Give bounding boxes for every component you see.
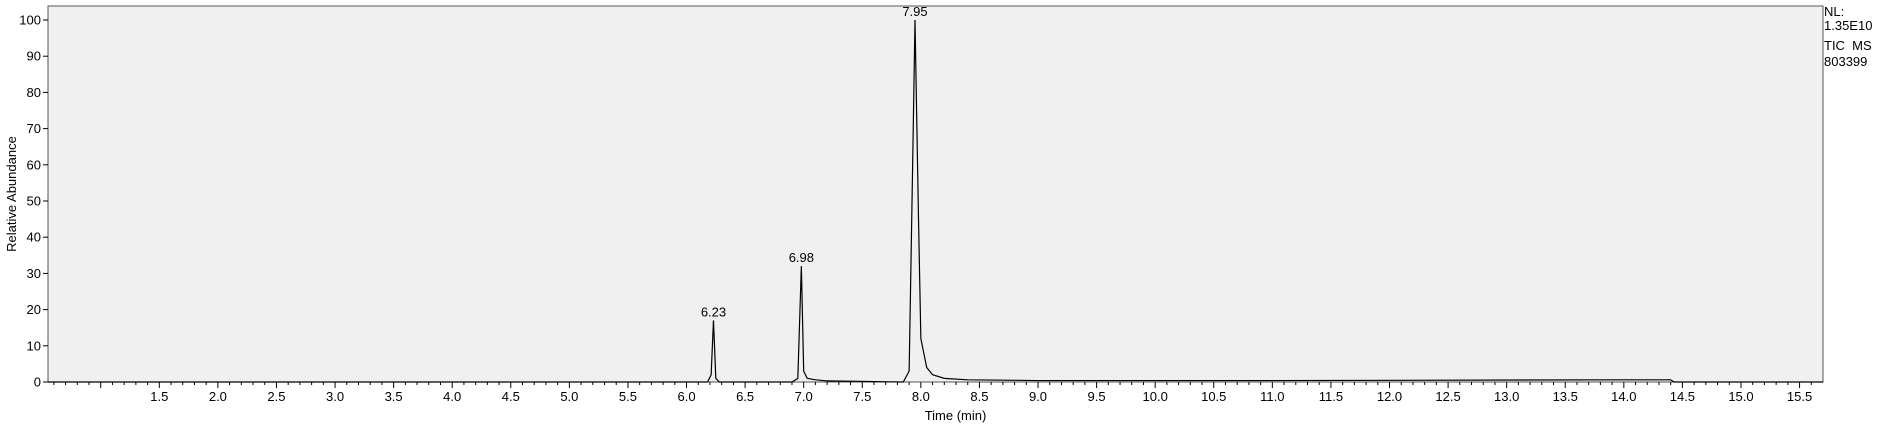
nl-value: 1.35E10 <box>1824 18 1872 33</box>
x-tick-label: 6.0 <box>677 389 695 404</box>
x-tick-label: 1.5 <box>150 389 168 404</box>
x-tick-label: 10.0 <box>1143 389 1168 404</box>
scan-type: TIC MS <box>1824 38 1872 53</box>
y-tick-label: 0 <box>34 375 41 390</box>
y-tick-label: 40 <box>27 230 41 245</box>
x-tick-label: 4.0 <box>443 389 461 404</box>
y-tick-label: 30 <box>27 266 41 281</box>
y-tick-label: 70 <box>27 121 41 136</box>
x-axis-title: Time (min) <box>925 408 987 423</box>
plot-area <box>47 5 1824 383</box>
sample-id: 803399 <box>1824 54 1867 69</box>
x-tick-label: 9.0 <box>1029 389 1047 404</box>
x-tick-label: 11.0 <box>1260 389 1284 404</box>
x-tick-label: 2.0 <box>209 389 227 404</box>
y-tick-label: 100 <box>19 13 41 28</box>
peak-label: 7.95 <box>902 4 927 19</box>
peak-labels: 6.23 6.98 7.95 <box>701 4 928 319</box>
x-tick-label: 13.0 <box>1494 389 1519 404</box>
x-tick-label: 9.5 <box>1088 389 1106 404</box>
x-tick-label: 3.0 <box>326 389 344 404</box>
y-axis-title: Relative Abundance <box>4 136 19 252</box>
nl-label: NL: <box>1824 4 1844 19</box>
x-tick-label: 5.0 <box>560 389 578 404</box>
x-tick-label: 12.5 <box>1435 389 1460 404</box>
peak-label: 6.98 <box>789 250 814 265</box>
x-tick-label: 7.5 <box>853 389 871 404</box>
y-tick-label: 50 <box>27 194 41 209</box>
x-tick-label: 6.5 <box>736 389 754 404</box>
x-axis: 1.5 2.0 2.5 3.0 3.5 4.0 4.5 5.0 5.5 6.0 6.5 7.0 7.5 8… <box>53 382 1812 404</box>
x-tick-label: 8.5 <box>970 389 988 404</box>
x-tick-label: 11.5 <box>1319 389 1343 404</box>
tic-trace-line <box>48 19 1823 383</box>
y-tick-label: 20 <box>27 302 41 317</box>
x-tick-label: 10.5 <box>1201 389 1226 404</box>
y-tick-label: 60 <box>27 157 41 172</box>
x-tick-label: 4.5 <box>502 389 520 404</box>
y-tick-label: 80 <box>27 85 41 100</box>
y-axis: 0 10 20 30 40 50 60 70 80 90 100 <box>19 13 48 390</box>
peak-label: 6.23 <box>701 304 726 319</box>
x-tick-label: 3.5 <box>385 389 403 404</box>
x-tick-label: 12.0 <box>1377 389 1402 404</box>
x-tick-label: 13.5 <box>1553 389 1578 404</box>
y-tick-label: 90 <box>27 49 41 64</box>
x-tick-label: 15.0 <box>1728 389 1753 404</box>
x-tick-label: 8.0 <box>912 389 930 404</box>
x-tick-label: 7.0 <box>795 389 813 404</box>
scan-info-panel: NL: 1.35E10 TIC MS 803399 <box>1824 4 1872 69</box>
x-tick-label: 15.5 <box>1787 389 1812 404</box>
x-tick-label: 14.5 <box>1670 389 1695 404</box>
y-tick-label: 10 <box>27 338 41 353</box>
x-tick-label: 2.5 <box>267 389 285 404</box>
x-tick-label: 5.5 <box>619 389 637 404</box>
x-tick-label: 14.0 <box>1611 389 1636 404</box>
